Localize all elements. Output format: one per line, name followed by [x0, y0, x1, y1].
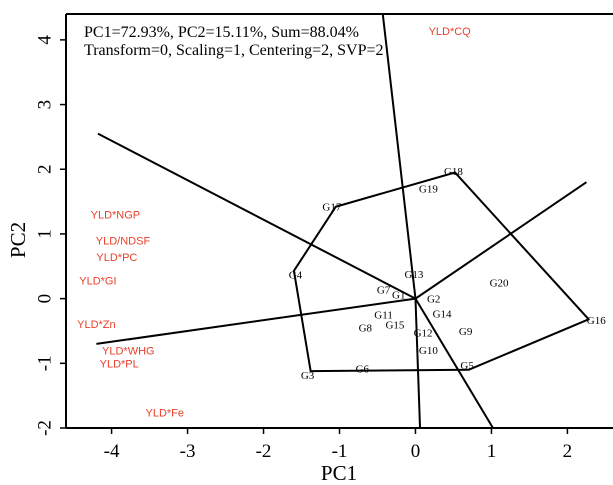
trait-label: YLD*PC — [96, 252, 137, 264]
x-tick-label: 0 — [411, 441, 421, 462]
genotype-label: G4 — [289, 270, 303, 282]
genotype-label: G20 — [490, 277, 509, 289]
x-tick-label: 2 — [563, 441, 573, 462]
x-tick-label: -4 — [104, 441, 120, 462]
genotype-label: G7 — [377, 284, 391, 296]
y-tick-label: 0 — [34, 294, 55, 304]
genotype-label: G14 — [433, 308, 452, 320]
genotype-label: G18 — [444, 166, 463, 178]
x-tick-label: -3 — [180, 441, 196, 462]
y-tick-label: 3 — [34, 100, 55, 110]
genotype-label: G10 — [419, 345, 438, 357]
genotype-label: G15 — [385, 319, 404, 331]
genotype-label: G17 — [322, 202, 341, 214]
genotype-labels: G1 G2 G3 G4 G5 G6 G7 G8 G9 G10 G11 G12 G13 G14 G15 G16 G… — [289, 166, 607, 382]
trait-label: YLD*GI — [79, 276, 116, 288]
plot-lines — [96, 14, 590, 428]
genotype-label: G6 — [356, 363, 370, 375]
trait-label: YLD*CQ — [429, 26, 472, 38]
trait-labels: YLD*CQ YLD*NGP YLD/NDSF YLD*PC YLD*GI YLD*Zn Y… — [77, 26, 471, 420]
x-axis-title: PC1 — [321, 461, 357, 485]
y-tick-label: 4 — [34, 35, 55, 45]
x-tick-label: -2 — [256, 441, 272, 462]
x-axis-ticks: -4 -3 -2 -1 0 1 2 — [104, 428, 572, 462]
trait-label: YLD*Fe — [145, 408, 184, 420]
genotype-label: G8 — [359, 323, 373, 335]
y-tick-label: -1 — [34, 355, 55, 371]
y-tick-label: -2 — [34, 420, 55, 436]
trait-label: YLD*NGP — [91, 210, 141, 222]
sector-ray — [96, 297, 416, 345]
genotype-label: G13 — [404, 269, 423, 281]
sector-ray — [381, 14, 417, 299]
trait-label: YLD*WHG — [102, 346, 155, 358]
genotype-label: G12 — [414, 328, 433, 340]
x-tick-label: 1 — [487, 441, 497, 462]
x-tick-label: -1 — [332, 441, 348, 462]
sector-ray — [414, 298, 422, 428]
sector-ray — [414, 181, 587, 300]
y-axis-title: PC2 — [6, 222, 30, 258]
y-axis-ticks: -2 -1 0 1 2 3 4 — [34, 35, 66, 436]
y-tick-label: 1 — [34, 229, 55, 239]
genotype-label: G19 — [419, 183, 438, 195]
sector-ray — [97, 132, 416, 300]
genotype-label: G3 — [301, 370, 315, 382]
genotype-label: G16 — [587, 315, 606, 327]
genotype-label: G11 — [374, 310, 393, 322]
genotype-label: G5 — [460, 360, 474, 372]
chart-info-line-2: Transform=0, Scaling=1, Centering=2, SVP… — [84, 42, 384, 59]
trait-label: YLD/NDSF — [96, 236, 151, 248]
trait-label: YLD*Zn — [77, 319, 116, 331]
trait-label: YLD*PL — [100, 359, 139, 371]
sector-ray — [414, 298, 494, 428]
chart-info-line-1: PC1=72.93%, PC2=15.11%, Sum=88.04% — [84, 24, 359, 41]
genotype-label: G2 — [427, 293, 440, 305]
convex-hull-polygon — [292, 171, 590, 373]
genotype-label: G9 — [459, 326, 473, 338]
genotype-label: G1 — [392, 290, 405, 302]
y-tick-label: 2 — [34, 165, 55, 175]
